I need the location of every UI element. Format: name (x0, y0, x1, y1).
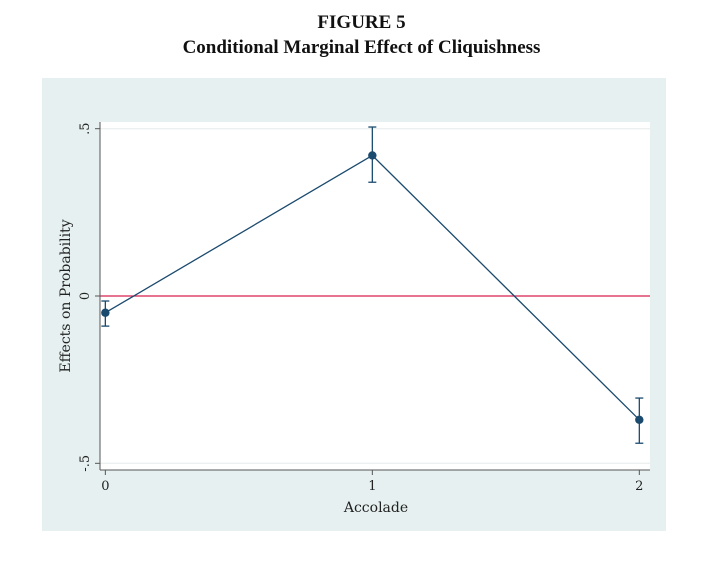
y-tick-label-0: -.5 (78, 455, 93, 472)
y-tick-label-1: 0 (78, 292, 93, 300)
x-axis-title: Accolade (343, 500, 408, 516)
data-point-2 (635, 415, 644, 425)
figure-title: Conditional Marginal Effect of Cliquishn… (182, 37, 541, 58)
figure-label: FIGURE 5 (317, 12, 406, 33)
y-axis-title: Effects on Probability (58, 219, 74, 372)
data-point-0 (101, 308, 110, 317)
x-tick-label-1: 1 (368, 479, 376, 494)
y-tick-label-2: .5 (78, 122, 93, 134)
chart-panel: -.5 0 .5 0 1 2 Accolade Effects on Probabilit… (42, 78, 666, 531)
x-tick-label-0: 0 (101, 479, 109, 494)
x-tick-label-2: 2 (635, 479, 643, 494)
series-layer (101, 126, 644, 444)
data-point-1 (368, 151, 377, 160)
marginal-effect-chart: -.5 0 .5 0 1 2 Accolade Effects on Probabilit… (58, 122, 650, 516)
ticks-layer: -.5 0 .5 0 1 2 (78, 122, 643, 494)
